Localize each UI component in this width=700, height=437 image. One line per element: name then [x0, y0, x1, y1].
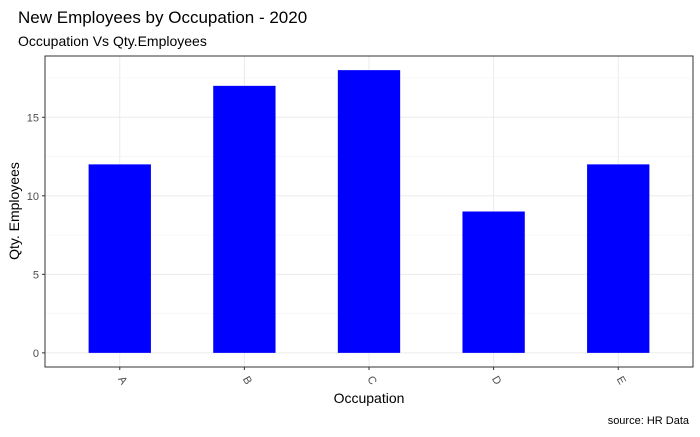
x-axis: A B C D E: [115, 367, 628, 387]
bar-C: [337, 70, 401, 353]
y-tick-label: 0: [33, 348, 39, 360]
y-axis: 0 5 10 15: [27, 112, 45, 360]
y-axis-title: Qty. Employees: [6, 162, 22, 260]
x-axis-title: Occupation: [334, 390, 405, 406]
x-tick-label: B: [240, 374, 254, 386]
chart-title: New Employees by Occupation - 2020: [18, 8, 307, 27]
bar-D: [462, 211, 525, 353]
chart-subtitle: Occupation Vs Qty.Employees: [18, 33, 207, 49]
bars: [88, 70, 650, 353]
x-tick-label: D: [489, 374, 503, 387]
bar-B: [213, 85, 276, 353]
bar-E: [587, 164, 650, 353]
y-tick-label: 5: [33, 269, 39, 281]
x-tick-label: E: [614, 374, 628, 386]
y-tick-label: 15: [27, 112, 39, 124]
y-tick-label: 10: [27, 191, 39, 203]
x-tick-label: C: [364, 374, 378, 387]
x-tick-label: A: [115, 374, 129, 387]
chart-caption: source: HR Data: [608, 415, 690, 427]
bar-A: [88, 164, 151, 353]
